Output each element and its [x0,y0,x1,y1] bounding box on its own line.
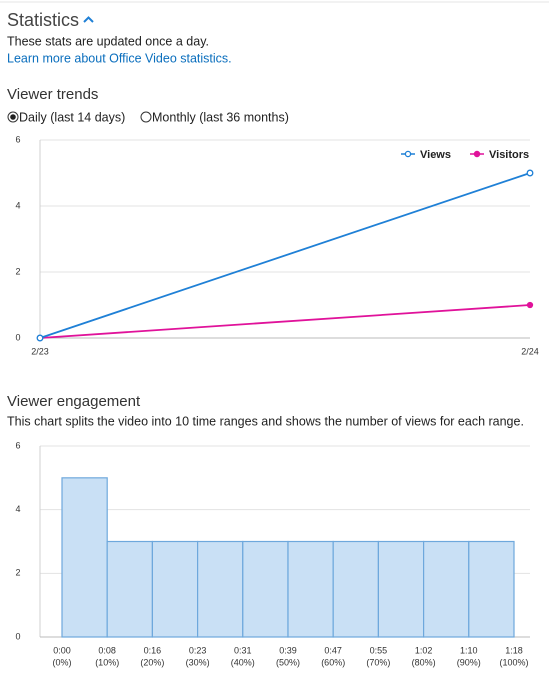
bar [106,540,153,638]
x-tick-sublabel: (30%) [186,657,210,667]
series-line [39,304,531,339]
x-tick-label: 0:47 [324,645,342,655]
bar [61,477,108,638]
x-tick-sublabel: (80%) [412,657,436,667]
legend-marker [404,150,412,158]
chart-title: Viewer trends [7,86,98,103]
x-tick-sublabel: (60%) [321,657,345,667]
data-point [36,334,44,342]
y-tick-label: 2 [15,266,20,276]
legend-label[interactable]: Views [420,149,451,161]
x-tick-sublabel: (50%) [276,657,300,667]
x-tick-sublabel: (10%) [95,657,119,667]
chart-title: Viewer engagement [7,393,141,410]
bar [151,540,199,638]
x-tick-label: 0:55 [370,645,388,655]
x-tick-label: 0:08 [98,645,116,655]
series-line [39,172,531,339]
x-tick-label: 1:10 [460,645,478,655]
x-tick-label: 0:23 [189,645,207,655]
y-tick-label: 0 [15,631,20,641]
y-tick-label: 0 [15,332,20,342]
y-tick-label: 4 [15,200,20,210]
data-point [526,169,534,177]
x-tick-sublabel: (70%) [366,657,390,667]
legend-marker [473,150,481,158]
radio-button[interactable] [140,111,152,123]
description: These stats are updated once a day. [7,34,209,48]
x-tick-sublabel: (20%) [140,657,164,667]
legend-label[interactable]: Visitors [489,149,529,161]
x-tick-sublabel: (40%) [231,657,255,667]
bar [242,540,289,638]
x-tick-label: 1:18 [505,645,523,655]
y-tick-label: 2 [15,568,20,578]
x-tick-label: 0:00 [53,645,71,655]
bar [197,540,244,638]
x-tick-label: 0:31 [234,645,252,655]
bar [468,540,515,638]
learn-more-link[interactable]: Learn more about Office Video statistics… [7,51,232,65]
y-tick-label: 6 [15,134,20,144]
section-title: Statistics [7,10,79,30]
x-tick-label: 0:39 [279,645,297,655]
radio-label[interactable]: Daily (last 14 days) [19,110,125,124]
x-tick-sublabel: (0%) [52,657,71,667]
data-point [526,301,534,309]
x-tick-label: 2/23 [31,346,49,356]
chart-subtitle: This chart splits the video into 10 time… [7,414,524,428]
x-tick-label: 2/24 [521,346,539,356]
radio-label[interactable]: Monthly (last 36 months) [152,110,289,124]
x-tick-label: 0:16 [144,645,162,655]
x-tick-label: 1:02 [415,645,433,655]
collapse-chevron[interactable] [83,16,94,23]
bar [332,540,380,638]
y-tick-label: 6 [15,440,20,450]
x-tick-sublabel: (100%) [499,657,528,667]
radio-dot [10,114,16,120]
y-tick-label: 4 [15,504,20,514]
bar [377,540,425,638]
bar [287,540,334,638]
x-tick-sublabel: (90%) [457,657,481,667]
bar [423,540,470,638]
